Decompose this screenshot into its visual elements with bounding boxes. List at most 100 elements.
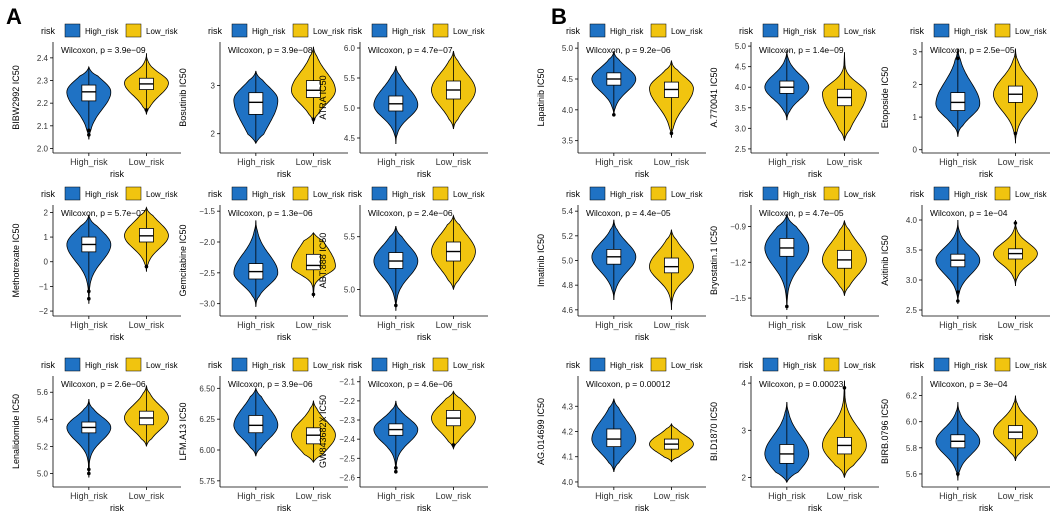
y-tick-label: 2 bbox=[44, 208, 49, 217]
y-tick-label: 6.0 bbox=[906, 418, 918, 427]
legend-title: risk bbox=[348, 189, 362, 199]
x-tick-label: Low_risk bbox=[827, 157, 863, 167]
legend-label-low: Low_risk bbox=[671, 27, 704, 36]
legend-label-high: High_risk bbox=[610, 190, 644, 199]
wilcoxon-annotation: Wilcoxon, p = 2.4e−06 bbox=[368, 208, 453, 218]
y-axis-label: BIBW2992 IC50 bbox=[11, 65, 21, 130]
y-tick-label: 5.5 bbox=[344, 233, 356, 242]
y-tick-label: −1.5 bbox=[199, 207, 215, 216]
legend-title: risk bbox=[41, 189, 55, 199]
wilcoxon-annotation: Wilcoxon, p = 0.00012 bbox=[586, 379, 671, 389]
y-tick-label: −2.5 bbox=[339, 454, 355, 463]
chart-b6: risk High_risk Low_risk2.53.03.54.0Axitini… bbox=[880, 186, 1050, 342]
legend-title: risk bbox=[739, 360, 753, 370]
chart-a4: risk High_risk Low_risk−2−1012Methotrexate… bbox=[11, 186, 181, 342]
y-tick-label: 3.0 bbox=[906, 276, 918, 285]
legend-label-low: Low_risk bbox=[844, 190, 877, 199]
x-tick-label: Low_risk bbox=[296, 320, 332, 330]
legend-title: risk bbox=[910, 360, 924, 370]
y-tick-label: 5.0 bbox=[344, 104, 356, 113]
legend-label-low: Low_risk bbox=[1015, 361, 1048, 370]
legend-title: risk bbox=[348, 26, 362, 36]
wilcoxon-annotation: Wilcoxon, p = 2.6e−06 bbox=[61, 379, 146, 389]
chart-b9: risk High_risk Low_risk5.65.86.06.2BIRB.07… bbox=[880, 357, 1050, 513]
y-axis-label: Imatinib IC50 bbox=[536, 234, 546, 287]
legend-label-high: High_risk bbox=[85, 190, 119, 199]
x-tick-label: Low_risk bbox=[827, 320, 863, 330]
legend-label-high: High_risk bbox=[954, 27, 988, 36]
y-tick-label: −3.0 bbox=[199, 300, 215, 309]
x-tick-label: Low_risk bbox=[436, 157, 472, 167]
legend-label-high: High_risk bbox=[783, 27, 817, 36]
x-tick-label: Low_risk bbox=[296, 491, 332, 501]
x-axis-label: risk bbox=[635, 332, 649, 342]
y-axis-label: Bryostatin.1 IC50 bbox=[709, 226, 719, 295]
chart-b1: risk High_risk Low_risk3.54.04.55.0Lapatin… bbox=[536, 23, 706, 179]
y-axis-label: Etoposide IC50 bbox=[880, 67, 890, 129]
legend-label-low: Low_risk bbox=[313, 190, 346, 199]
legend-title: risk bbox=[41, 26, 55, 36]
outlier-point bbox=[612, 112, 616, 117]
outlier-point bbox=[87, 133, 91, 137]
outlier-point bbox=[842, 386, 847, 390]
legend-title: risk bbox=[41, 360, 55, 370]
legend-swatch-low bbox=[125, 357, 142, 372]
y-axis-label: AG.014699 IC50 bbox=[536, 398, 546, 465]
x-axis-label: risk bbox=[979, 503, 993, 513]
legend-swatch-low bbox=[823, 23, 840, 38]
y-tick-label: 2.5 bbox=[906, 306, 918, 315]
legend-swatch-low bbox=[125, 23, 142, 38]
y-tick-label: 5.75 bbox=[199, 477, 215, 486]
chart-b5: risk High_risk Low_risk−1.5−1.2−0.9Bryosta… bbox=[709, 186, 879, 342]
outlier-point bbox=[451, 443, 456, 447]
y-axis-label: Bosutinib IC50 bbox=[178, 68, 188, 127]
x-tick-label: Low_risk bbox=[998, 157, 1034, 167]
y-tick-label: 2.3 bbox=[37, 77, 49, 86]
legend-swatch-high bbox=[231, 357, 248, 372]
x-tick-label: Low_risk bbox=[296, 157, 332, 167]
wilcoxon-annotation: Wilcoxon, p = 3.9e−09 bbox=[61, 45, 146, 55]
x-tick-label: High_risk bbox=[595, 320, 633, 330]
outlier-point bbox=[956, 299, 960, 303]
y-tick-label: 3 bbox=[742, 426, 747, 435]
x-tick-label: Low_risk bbox=[654, 157, 690, 167]
wilcoxon-annotation: Wilcoxon, p = 4.7e−07 bbox=[368, 45, 453, 55]
legend-swatch-low bbox=[994, 186, 1011, 201]
x-axis-label: risk bbox=[979, 332, 993, 342]
y-tick-label: 5.0 bbox=[562, 257, 574, 266]
x-tick-label: Low_risk bbox=[129, 491, 165, 501]
wilcoxon-annotation: Wilcoxon, p = 5.7e−07 bbox=[61, 208, 146, 218]
legend-label-low: Low_risk bbox=[844, 361, 877, 370]
y-tick-label: 2.2 bbox=[37, 99, 49, 108]
x-tick-label: High_risk bbox=[768, 157, 806, 167]
y-tick-label: 5.0 bbox=[344, 286, 356, 295]
x-tick-label: High_risk bbox=[939, 157, 977, 167]
legend-swatch-low bbox=[432, 186, 449, 201]
legend-label-high: High_risk bbox=[610, 361, 644, 370]
wilcoxon-annotation: Wilcoxon, p = 4.7e−05 bbox=[759, 208, 844, 218]
legend-title: risk bbox=[208, 189, 222, 199]
legend-label-high: High_risk bbox=[954, 190, 988, 199]
legend-swatch-low bbox=[994, 357, 1011, 372]
legend-swatch-high bbox=[589, 23, 606, 38]
x-axis-label: risk bbox=[110, 169, 124, 179]
box bbox=[664, 257, 679, 274]
legend-label-low: Low_risk bbox=[146, 190, 179, 199]
y-axis-label: Methotrexate IC50 bbox=[11, 223, 21, 297]
y-axis-label: Lapatinib IC50 bbox=[536, 68, 546, 126]
x-tick-label: High_risk bbox=[595, 491, 633, 501]
y-tick-label: 1 bbox=[913, 113, 918, 122]
wilcoxon-annotation: Wilcoxon, p = 1.4e−09 bbox=[759, 45, 844, 55]
y-tick-label: 5.4 bbox=[37, 415, 49, 424]
x-axis-label: risk bbox=[417, 169, 431, 179]
legend-label-low: Low_risk bbox=[146, 27, 179, 36]
y-tick-label: 3 bbox=[913, 48, 918, 57]
legend-label-high: High_risk bbox=[783, 190, 817, 199]
wilcoxon-annotation: Wilcoxon, p = 1.3e−06 bbox=[228, 208, 313, 218]
y-tick-label: 2 bbox=[211, 130, 216, 139]
y-tick-label: 5.0 bbox=[37, 469, 49, 478]
y-tick-label: 1 bbox=[44, 233, 49, 242]
outlier-point bbox=[311, 117, 316, 122]
y-tick-label: −1.2 bbox=[730, 258, 746, 267]
